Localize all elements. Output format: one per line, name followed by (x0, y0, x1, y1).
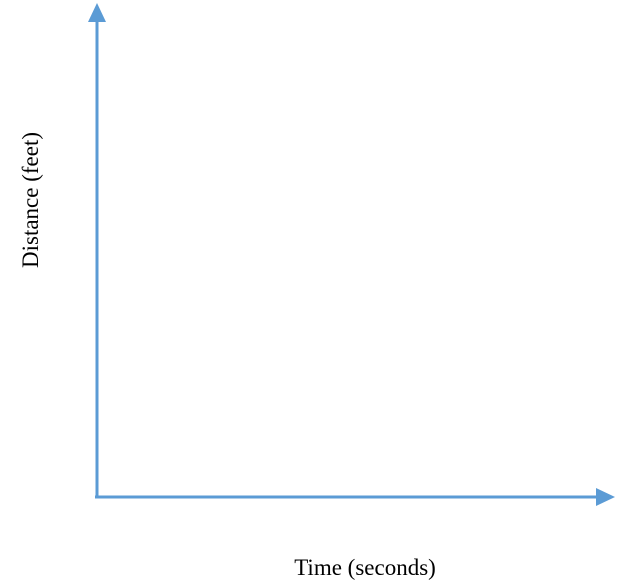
y-axis-label: Distance (feet) (18, 132, 43, 268)
y-axis-arrowhead (88, 3, 106, 22)
x-axis-arrowhead (596, 488, 615, 506)
x-axis-label: Time (seconds) (294, 555, 436, 580)
